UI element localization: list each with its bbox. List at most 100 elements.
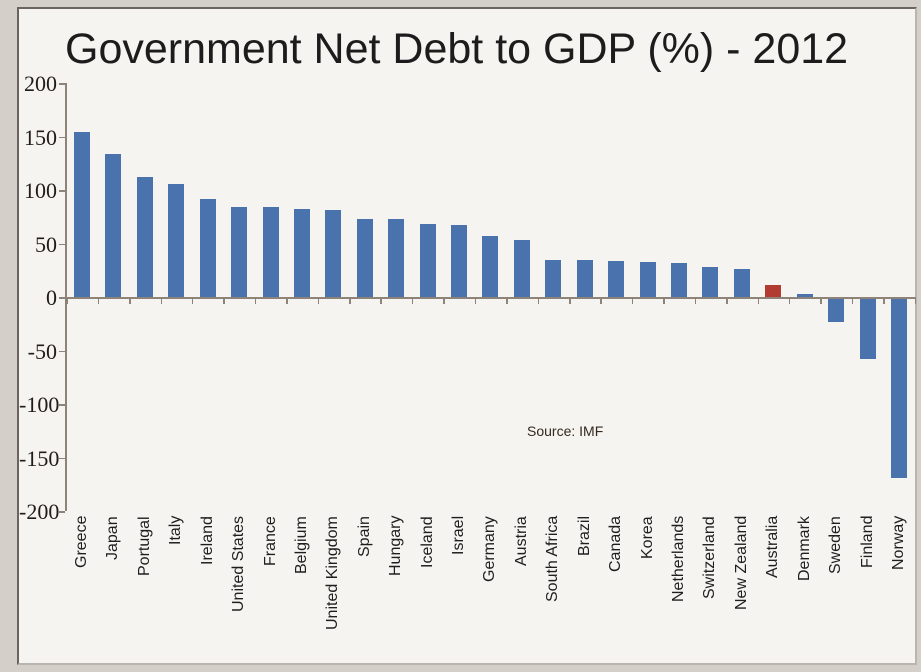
- x-tick-mark: [223, 297, 225, 304]
- chart-frame: Government Net Debt to GDP (%) - 2012 20…: [17, 7, 917, 665]
- y-tick-mark: [59, 297, 65, 299]
- bar-korea: [639, 261, 656, 297]
- x-label-canada: Canada: [607, 516, 625, 573]
- x-label-italy: Italy: [167, 516, 185, 546]
- x-tick-mark: [757, 297, 760, 304]
- x-label-australia: Australia: [764, 516, 782, 579]
- bar-south-africa: [545, 259, 562, 297]
- x-tick-mark: [726, 297, 728, 304]
- x-label-hungary: Hungary: [387, 516, 405, 577]
- x-label-germany: Germany: [481, 516, 499, 582]
- x-label-spain: Spain: [355, 516, 373, 557]
- y-tick-mark: [59, 136, 65, 138]
- x-tick-mark: [317, 297, 320, 304]
- x-label-japan: Japan: [104, 516, 122, 560]
- x-label-austria: Austria: [512, 516, 530, 566]
- x-tick-mark: [191, 297, 194, 304]
- y-tick-mark: [59, 190, 65, 192]
- bar-spain: [356, 218, 373, 297]
- plot-area: Government Net Debt to GDP (%) - 2012 20…: [19, 9, 917, 663]
- bar-belgium: [293, 209, 310, 297]
- y-tick-label--50: -50: [27, 338, 57, 364]
- x-tick-mark: [129, 297, 131, 304]
- bar-italy: [168, 183, 185, 297]
- y-tick-label-150: 150: [24, 124, 57, 150]
- bar-new-zealand: [733, 269, 750, 297]
- x-tick-mark: [443, 297, 445, 304]
- bar-sweden: [828, 298, 845, 323]
- bar-austria: [513, 240, 530, 297]
- x-tick-mark: [66, 297, 68, 304]
- bar-japan: [105, 153, 122, 297]
- x-label-sweden: Sweden: [827, 516, 845, 574]
- x-tick-mark: [569, 297, 571, 304]
- x-label-norway: Norway: [889, 516, 907, 571]
- y-tick-label--200: -200: [19, 499, 60, 524]
- bar-finland: [859, 298, 876, 360]
- x-axis-zero-line: [65, 297, 915, 299]
- y-tick-mark: [59, 83, 65, 85]
- x-label-brazil: Brazil: [575, 516, 593, 557]
- x-label-belgium: Belgium: [292, 516, 310, 574]
- x-tick-mark: [820, 297, 822, 304]
- x-tick-mark: [474, 297, 477, 304]
- y-tick-label--100: -100: [19, 392, 60, 417]
- x-tick-mark: [694, 297, 697, 304]
- y-tick-mark: [59, 457, 65, 459]
- x-label-ireland: Ireland: [198, 516, 216, 565]
- bar-norway: [890, 298, 907, 479]
- x-label-switzerland: Switzerland: [701, 516, 719, 599]
- x-tick-mark: [411, 297, 414, 304]
- x-label-united-states: United States: [230, 516, 248, 613]
- x-tick-mark: [254, 297, 257, 304]
- bar-portugal: [136, 177, 153, 297]
- x-label-denmark: Denmark: [795, 516, 813, 581]
- bar-germany: [482, 236, 499, 297]
- source-note: Source: IMF: [527, 423, 604, 439]
- x-tick-mark: [914, 297, 917, 304]
- x-label-france: France: [261, 516, 279, 566]
- y-tick-mark: [59, 404, 65, 406]
- x-label-israel: Israel: [450, 516, 468, 556]
- bar-israel: [451, 225, 468, 297]
- y-tick-label-0: 0: [46, 285, 57, 310]
- bar-united-states: [231, 207, 248, 297]
- bar-greece: [74, 132, 90, 297]
- bar-brazil: [576, 259, 593, 297]
- chart-title: Government Net Debt to GDP (%) - 2012: [65, 25, 849, 73]
- x-tick-mark: [631, 297, 634, 304]
- x-tick-mark: [883, 297, 885, 304]
- bar-australia: [765, 285, 782, 297]
- x-label-korea: Korea: [638, 516, 656, 559]
- x-label-portugal: Portugal: [135, 516, 153, 576]
- y-tick-label--150: -150: [19, 445, 60, 471]
- y-tick-label-50: 50: [35, 231, 57, 257]
- x-tick-mark: [380, 297, 382, 304]
- x-tick-mark: [160, 297, 163, 304]
- y-tick-mark: [59, 350, 65, 352]
- x-label-united-kingdom: United Kingdom: [324, 516, 342, 630]
- bar-netherlands: [670, 262, 687, 297]
- x-tick-mark: [600, 297, 602, 304]
- bar-ireland: [199, 198, 216, 297]
- x-label-finland: Finland: [858, 516, 876, 569]
- bar-switzerland: [702, 267, 719, 297]
- x-tick-mark: [97, 297, 100, 304]
- x-tick-mark: [788, 297, 791, 304]
- bar-denmark: [796, 293, 813, 297]
- y-tick-mark: [59, 243, 65, 245]
- y-tick-label-100: 100: [24, 178, 57, 203]
- x-label-greece: Greece: [73, 516, 90, 569]
- y-tick-mark: [59, 511, 65, 513]
- x-tick-mark: [286, 297, 288, 304]
- x-label-south-africa: South Africa: [544, 516, 562, 603]
- x-label-netherlands: Netherlands: [669, 516, 687, 603]
- y-tick-label-200: 200: [24, 71, 57, 96]
- x-label-new-zealand: New Zealand: [732, 516, 750, 611]
- x-tick-mark: [506, 297, 508, 304]
- x-tick-mark: [851, 297, 854, 304]
- bar-iceland: [419, 224, 436, 297]
- bar-canada: [608, 260, 625, 297]
- x-tick-mark: [537, 297, 540, 304]
- x-tick-mark: [349, 297, 351, 304]
